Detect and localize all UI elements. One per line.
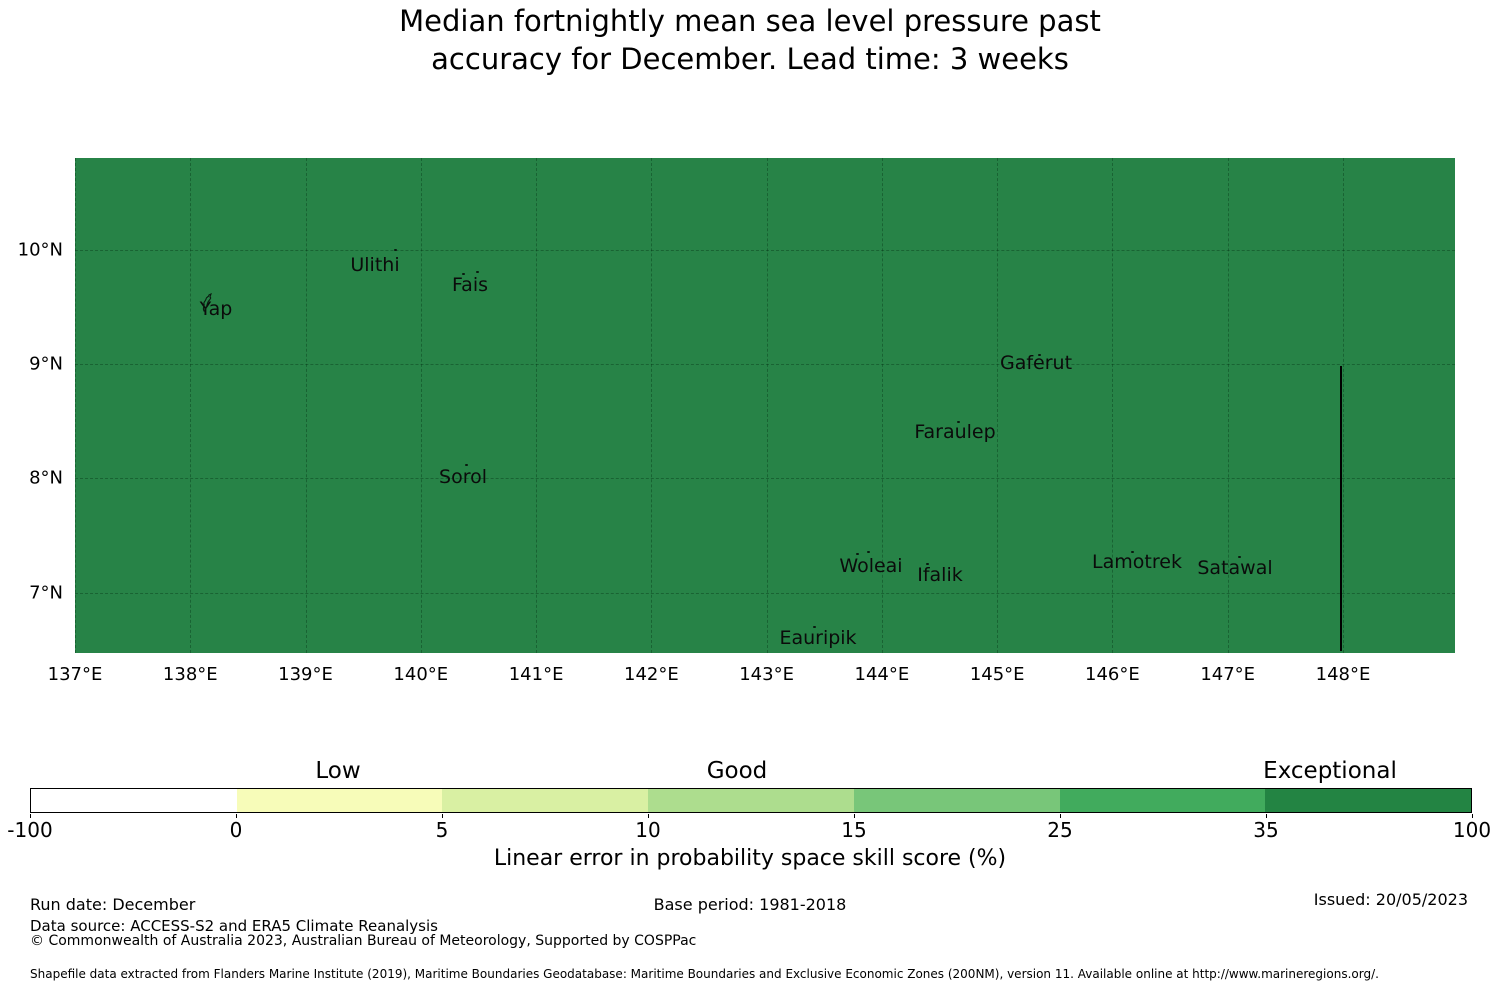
colorbar-axis-label: Linear error in probability space skill …: [493, 846, 1007, 871]
map-gridline-vertical: [305, 158, 307, 653]
island-label-lamotrek: Lamotrek: [1092, 551, 1182, 573]
x-tick-label: 144°E: [854, 664, 910, 685]
x-tick-label: 145°E: [969, 664, 1025, 685]
x-tick-label: 139°E: [278, 664, 333, 685]
base-period-text: Base period: 1981-2018: [653, 895, 847, 914]
data-source-text: Data source: ACCESS-S2 and ERA5 Climate …: [30, 917, 438, 935]
island-marker-sorol: [465, 464, 468, 466]
colorbar-category-label-good: Good: [706, 758, 768, 784]
map-gridline-vertical: [75, 158, 76, 653]
colorbar-tick: [30, 814, 31, 818]
x-tick-label: 140°E: [393, 664, 449, 685]
island-label-ifalik: Ifalik: [917, 564, 963, 586]
colorbar-tick: [236, 814, 237, 818]
copyright-text: © Commonwealth of Australia 2023, Austra…: [30, 933, 697, 949]
y-tick-label: 7°N: [29, 582, 63, 604]
colorbar-segment: [1265, 789, 1472, 812]
colorbar-segment: [236, 789, 443, 812]
island-label-sorol: Sorol: [439, 466, 487, 488]
map-gridline-vertical: [1227, 158, 1229, 653]
map-gridline-vertical: [1343, 158, 1344, 653]
map-gridline-vertical: [881, 158, 883, 653]
colorbar-category-label-exceptional: Exceptional: [1263, 758, 1397, 784]
y-tick-label: 10°N: [17, 239, 63, 261]
island-marker-ulithi: [394, 249, 397, 251]
figure-title-line1: Median fortnightly mean sea level pressu…: [399, 4, 1101, 38]
island-label-woleai: Woleai: [839, 555, 903, 577]
x-tick-label: 142°E: [624, 664, 679, 685]
island-label-satawal: Satawal: [1197, 557, 1273, 579]
map-gridline-vertical: [536, 158, 538, 653]
eez-boundary-line: [1340, 366, 1342, 651]
colorbar-tick: [1266, 814, 1267, 818]
island-label-eauripik: Eauripik: [779, 627, 857, 649]
island-label-faraulep: Faraulep: [914, 421, 996, 443]
figure-title: Median fortnightly mean sea level pressu…: [0, 2, 1500, 78]
map-gridline-vertical: [997, 158, 999, 653]
map-gridline-vertical: [190, 158, 192, 653]
colorbar-segment: [853, 789, 1060, 812]
x-tick-label: 146°E: [1085, 664, 1140, 685]
colorbar: [30, 788, 1472, 813]
island-marker-fais: [476, 271, 479, 273]
colorbar-tick-label: 5: [435, 818, 449, 842]
colorbar-segment: [442, 789, 649, 812]
colorbar-tick: [442, 814, 443, 818]
colorbar-tick-label: 100: [1452, 818, 1492, 842]
colorbar-tick-label: 0: [229, 818, 243, 842]
map-gridline-horizontal: [75, 364, 1455, 365]
island-marker-woleai: [867, 551, 870, 553]
island-label-gaferut: Gaferut: [999, 352, 1073, 374]
shapefile-attribution-text: Shapefile data extracted from Flanders M…: [30, 967, 1379, 981]
colorbar-tick: [1060, 814, 1061, 818]
colorbar-category-label-low: Low: [315, 758, 361, 784]
map-gridline-vertical: [420, 158, 422, 653]
figure-title-line2: accuracy for December. Lead time: 3 week…: [431, 42, 1069, 76]
island-label-fais: Fais: [451, 274, 489, 296]
map-canvas: Yap Ulithi Fais Sorol Gaferut Faraulep Woleai I…: [75, 158, 1455, 653]
colorbar-tick-label: 10: [635, 818, 661, 842]
map-gridline-horizontal: [75, 478, 1455, 479]
colorbar-segment: [648, 789, 854, 812]
x-tick-label: 141°E: [508, 664, 564, 685]
colorbar-segment: [1059, 789, 1266, 812]
colorbar-tick: [854, 814, 855, 818]
colorbar-tick-label: 35: [1253, 818, 1279, 842]
x-tick-label: 147°E: [1200, 664, 1256, 685]
island-marker-satawal: [1238, 556, 1241, 558]
x-tick-label: 143°E: [739, 664, 794, 685]
x-tick-label: 137°E: [47, 664, 103, 685]
island-marker-lamotrek: [1131, 551, 1134, 553]
island-marker-ifalik: [926, 563, 929, 565]
island-label-ulithi: Ulithi: [350, 254, 400, 276]
map-gridline-horizontal: [75, 593, 1455, 594]
island-marker-gaferut: [1038, 354, 1041, 356]
y-tick-label: 8°N: [29, 467, 63, 489]
yap-island-shape: [200, 292, 216, 313]
map-gridline-vertical: [1112, 158, 1114, 653]
issued-date-text: Issued: 20/05/2023: [1313, 890, 1468, 909]
x-tick-label: 148°E: [1315, 664, 1371, 685]
run-date-text: Run date: December: [30, 895, 196, 914]
island-marker-fais: [462, 273, 465, 275]
colorbar-segment: [31, 789, 237, 812]
island-marker-woleai: [856, 553, 859, 555]
colorbar-tick: [1472, 814, 1473, 818]
colorbar-tick-label: 15: [841, 818, 867, 842]
map-gridline-vertical: [766, 158, 768, 653]
colorbar-tick: [648, 814, 649, 818]
colorbar-tick-label: 25: [1047, 818, 1073, 842]
y-tick-label: 9°N: [29, 353, 63, 375]
island-marker-faraulep: [957, 421, 960, 423]
island-marker-eauripik: [813, 626, 816, 628]
map-gridline-vertical: [651, 158, 653, 653]
x-tick-label: 138°E: [162, 664, 218, 685]
map-gridline-horizontal: [75, 250, 1455, 251]
colorbar-tick-label: -100: [7, 818, 53, 842]
